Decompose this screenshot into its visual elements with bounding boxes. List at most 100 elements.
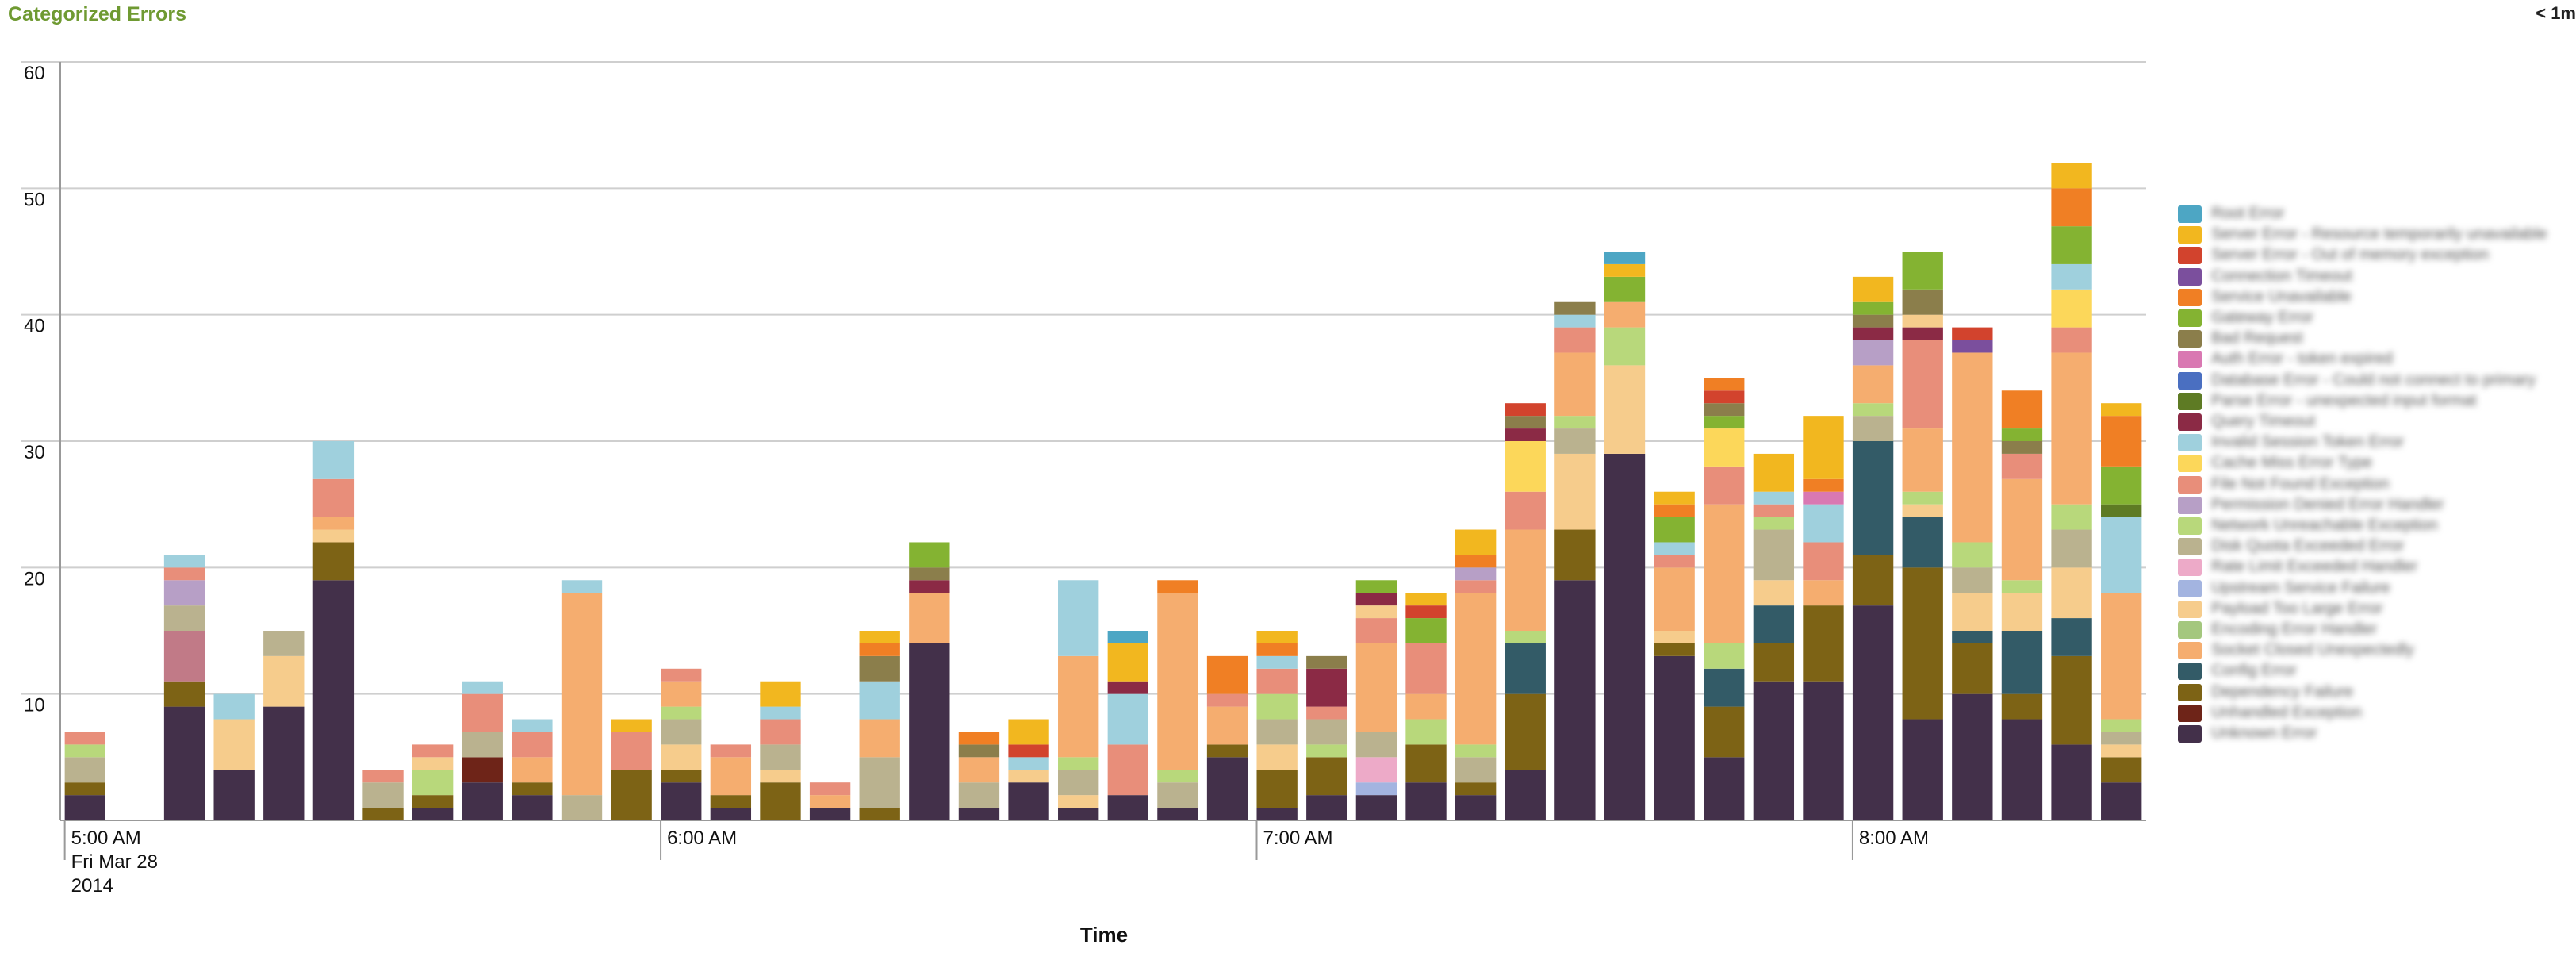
bar-segment[interactable]: [1704, 504, 1745, 643]
bar-segment[interactable]: [64, 795, 105, 820]
bar-segment[interactable]: [1852, 340, 1894, 366]
legend-item[interactable]: Auth Error - token expired: [2178, 350, 2574, 369]
bar-segment[interactable]: [1753, 453, 1795, 492]
bar-segment[interactable]: [1952, 352, 1993, 543]
bar-segment[interactable]: [1405, 643, 1447, 694]
bar-segment[interactable]: [1455, 782, 1497, 796]
legend-item[interactable]: Parse Error - unexpected input format: [2178, 392, 2574, 411]
bar-segment[interactable]: [1902, 719, 1943, 820]
bar-stack[interactable]: [2101, 403, 2142, 820]
bar-segment[interactable]: [958, 808, 1000, 820]
bar-segment[interactable]: [1505, 693, 1546, 770]
bar-stack[interactable]: [1355, 580, 1397, 820]
bar-segment[interactable]: [1704, 390, 1745, 404]
bar-segment[interactable]: [1704, 428, 1745, 467]
bar-segment[interactable]: [661, 770, 702, 783]
bar-segment[interactable]: [1852, 276, 1894, 302]
bar-stack[interactable]: [2001, 390, 2043, 820]
bar-segment[interactable]: [1803, 605, 1844, 682]
bar-segment[interactable]: [2051, 655, 2092, 745]
bar-segment[interactable]: [312, 542, 355, 581]
bar-segment[interactable]: [263, 655, 305, 707]
bar-segment[interactable]: [2001, 441, 2043, 454]
bar-segment[interactable]: [1405, 719, 1447, 745]
bar-stack[interactable]: [312, 441, 355, 820]
bar-segment[interactable]: [2101, 416, 2142, 467]
bar-segment[interactable]: [1654, 504, 1695, 517]
legend-item[interactable]: Payload Too Large Error: [2178, 600, 2574, 619]
legend-item[interactable]: Query Timeout: [2178, 413, 2574, 432]
bar-segment[interactable]: [1455, 529, 1497, 555]
bar-segment[interactable]: [1753, 605, 1795, 643]
bar-segment[interactable]: [1902, 517, 1943, 568]
bar-stack[interactable]: [859, 631, 900, 820]
bar-segment[interactable]: [1455, 555, 1497, 568]
bar-segment[interactable]: [958, 782, 1000, 808]
time-range-label[interactable]: < 1m: [2536, 3, 2576, 23]
bar-stack[interactable]: [1554, 301, 1596, 820]
bar-segment[interactable]: [512, 795, 553, 820]
bar-segment[interactable]: [611, 770, 652, 820]
bar-segment[interactable]: [1604, 327, 1646, 366]
bar-stack[interactable]: [1306, 655, 1347, 820]
bar-segment[interactable]: [859, 719, 900, 758]
bar-segment[interactable]: [1256, 668, 1298, 694]
bar-segment[interactable]: [1604, 263, 1646, 277]
bar-segment[interactable]: [1654, 655, 1695, 820]
bar-segment[interactable]: [2051, 263, 2092, 290]
bar-segment[interactable]: [1505, 643, 1546, 694]
bar-segment[interactable]: [1604, 365, 1646, 454]
bar-stack[interactable]: [163, 555, 205, 820]
bar-segment[interactable]: [1306, 795, 1347, 820]
bar-segment[interactable]: [1306, 757, 1347, 796]
bar-segment[interactable]: [1256, 643, 1298, 656]
bar-segment[interactable]: [859, 681, 900, 720]
bar-segment[interactable]: [661, 744, 702, 770]
bar-segment[interactable]: [1256, 693, 1298, 720]
bar-segment[interactable]: [1355, 593, 1397, 606]
bar-segment[interactable]: [1256, 808, 1298, 820]
bar-segment[interactable]: [1604, 301, 1646, 328]
bar-segment[interactable]: [2001, 453, 2043, 479]
bar-segment[interactable]: [909, 593, 950, 643]
legend-item[interactable]: Server Error - Resource temporarily unav…: [2178, 225, 2574, 244]
bar-segment[interactable]: [2051, 618, 2092, 656]
legend-item[interactable]: Database Error - Could not connect to pr…: [2178, 371, 2574, 390]
bar-stack[interactable]: [64, 732, 105, 820]
bar-segment[interactable]: [1505, 441, 1546, 492]
bar-segment[interactable]: [1803, 478, 1844, 492]
bar-stack[interactable]: [412, 744, 454, 820]
bar-segment[interactable]: [1654, 567, 1695, 631]
bar-segment[interactable]: [362, 782, 404, 808]
bar-segment[interactable]: [2001, 719, 2043, 820]
legend-item[interactable]: Permission Denied Error Handler: [2178, 496, 2574, 515]
bar-segment[interactable]: [163, 580, 205, 606]
bar-segment[interactable]: [1852, 365, 1894, 404]
bar-segment[interactable]: [412, 795, 454, 808]
bar-stack[interactable]: [362, 770, 404, 820]
legend-item[interactable]: Cache Miss Error Type: [2178, 454, 2574, 473]
bar-segment[interactable]: [1704, 466, 1745, 505]
bar-segment[interactable]: [1505, 416, 1546, 429]
bar-stack[interactable]: [710, 744, 752, 820]
bar-segment[interactable]: [2051, 504, 2092, 530]
bar-stack[interactable]: [1058, 580, 1099, 820]
bar-segment[interactable]: [1157, 808, 1198, 820]
legend-item[interactable]: Socket Closed Unexpectedly: [2178, 641, 2574, 660]
legend-item[interactable]: Invalid Session Token Error: [2178, 433, 2574, 452]
bar-segment[interactable]: [1008, 744, 1049, 758]
bar-segment[interactable]: [1008, 719, 1049, 745]
bar-segment[interactable]: [2101, 782, 2142, 820]
bar-segment[interactable]: [312, 517, 355, 530]
bar-segment[interactable]: [412, 770, 454, 796]
bar-stack[interactable]: [462, 681, 503, 820]
bar-segment[interactable]: [1952, 643, 1993, 694]
bar-segment[interactable]: [1902, 327, 1943, 340]
bar-segment[interactable]: [1107, 681, 1148, 694]
bar-segment[interactable]: [1852, 605, 1894, 820]
bar-segment[interactable]: [263, 631, 305, 656]
bar-segment[interactable]: [1753, 504, 1795, 517]
bar-segment[interactable]: [1803, 580, 1844, 606]
bar-segment[interactable]: [1803, 542, 1844, 581]
bar-segment[interactable]: [1753, 517, 1795, 530]
